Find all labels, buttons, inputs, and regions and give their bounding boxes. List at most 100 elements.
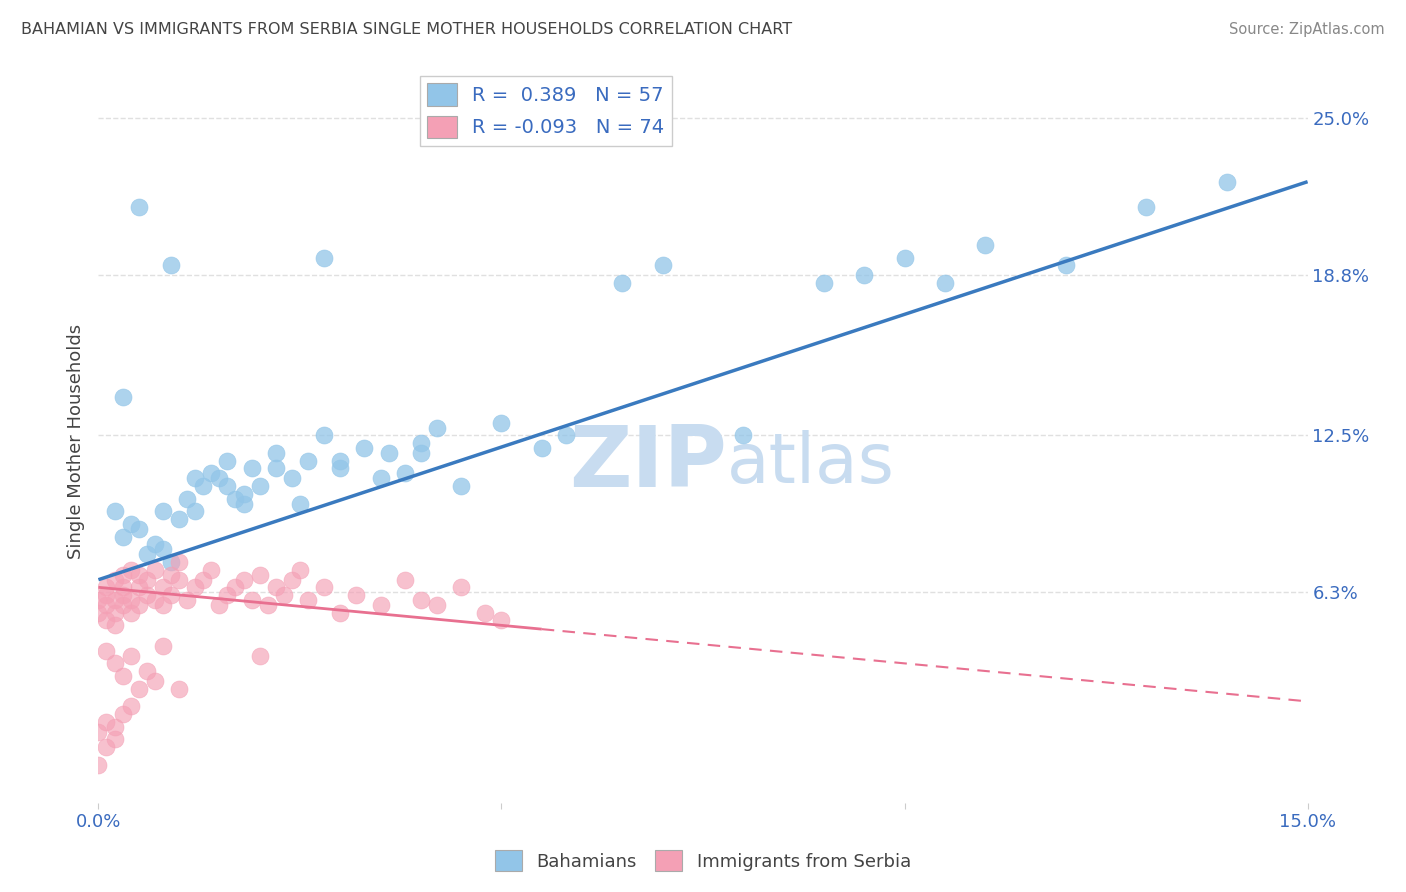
Point — [167, 573, 190, 587]
Point — [217, 588, 239, 602]
Point — [103, 618, 125, 632]
Point — [160, 567, 183, 582]
Legend: Bahamians, Immigrants from Serbia: Bahamians, Immigrants from Serbia — [488, 843, 918, 879]
Point — [491, 416, 513, 430]
Point — [249, 648, 271, 663]
Point — [128, 567, 150, 582]
Point — [288, 497, 311, 511]
Point — [128, 598, 150, 612]
Point — [264, 461, 287, 475]
Point — [249, 479, 271, 493]
Point — [264, 446, 287, 460]
Point — [111, 588, 134, 602]
Point — [120, 516, 142, 531]
Point — [240, 461, 263, 475]
Point — [329, 461, 352, 475]
Point — [128, 580, 150, 594]
Point — [1135, 200, 1157, 214]
Point — [281, 471, 304, 485]
Point — [232, 486, 254, 500]
Point — [344, 588, 367, 602]
Point — [87, 724, 110, 739]
Point — [128, 200, 150, 214]
Point — [96, 739, 118, 754]
Point — [184, 471, 207, 485]
Point — [152, 542, 174, 557]
Point — [87, 606, 110, 620]
Point — [224, 580, 246, 594]
Point — [281, 573, 304, 587]
Point — [143, 593, 166, 607]
Point — [96, 613, 118, 627]
Text: atlas: atlas — [727, 430, 896, 497]
Point — [167, 555, 190, 569]
Point — [353, 441, 375, 455]
Point — [193, 479, 215, 493]
Point — [426, 598, 449, 612]
Point — [184, 504, 207, 518]
Point — [152, 639, 174, 653]
Point — [160, 588, 183, 602]
Point — [96, 714, 118, 729]
Point — [240, 593, 263, 607]
Point — [96, 643, 118, 657]
Point — [264, 580, 287, 594]
Point — [176, 593, 198, 607]
Point — [249, 567, 271, 582]
Point — [426, 420, 449, 434]
Point — [143, 674, 166, 689]
Point — [103, 732, 125, 747]
Point — [208, 598, 231, 612]
Point — [1216, 175, 1239, 189]
Point — [103, 573, 125, 587]
Point — [120, 699, 142, 714]
Point — [329, 606, 352, 620]
Point — [87, 593, 110, 607]
Text: BAHAMIAN VS IMMIGRANTS FROM SERBIA SINGLE MOTHER HOUSEHOLDS CORRELATION CHART: BAHAMIAN VS IMMIGRANTS FROM SERBIA SINGL… — [21, 22, 792, 37]
Point — [103, 657, 125, 671]
Point — [409, 446, 432, 460]
Point — [152, 598, 174, 612]
Point — [232, 497, 254, 511]
Point — [111, 530, 134, 544]
Point — [96, 588, 118, 602]
Point — [394, 467, 416, 481]
Point — [128, 522, 150, 536]
Point — [103, 720, 125, 734]
Point — [409, 435, 432, 450]
Point — [184, 580, 207, 594]
Point — [120, 563, 142, 577]
Point — [128, 681, 150, 696]
Point — [612, 276, 634, 290]
Point — [297, 453, 319, 467]
Point — [974, 238, 997, 252]
Point — [96, 598, 118, 612]
Point — [288, 563, 311, 577]
Point — [217, 479, 239, 493]
Point — [224, 491, 246, 506]
Point — [160, 555, 183, 569]
Point — [103, 593, 125, 607]
Point — [143, 563, 166, 577]
Point — [370, 598, 392, 612]
Point — [853, 268, 876, 283]
Point — [120, 593, 142, 607]
Point — [96, 580, 118, 594]
Point — [733, 428, 755, 442]
Point — [208, 471, 231, 485]
Point — [297, 593, 319, 607]
Point — [167, 512, 190, 526]
Point — [934, 276, 956, 290]
Point — [314, 580, 336, 594]
Point — [143, 537, 166, 551]
Point — [491, 613, 513, 627]
Point — [273, 588, 295, 602]
Point — [409, 593, 432, 607]
Point — [893, 251, 915, 265]
Point — [111, 580, 134, 594]
Point — [87, 757, 110, 772]
Point — [394, 573, 416, 587]
Y-axis label: Single Mother Households: Single Mother Households — [66, 324, 84, 559]
Point — [450, 479, 472, 493]
Point — [314, 251, 336, 265]
